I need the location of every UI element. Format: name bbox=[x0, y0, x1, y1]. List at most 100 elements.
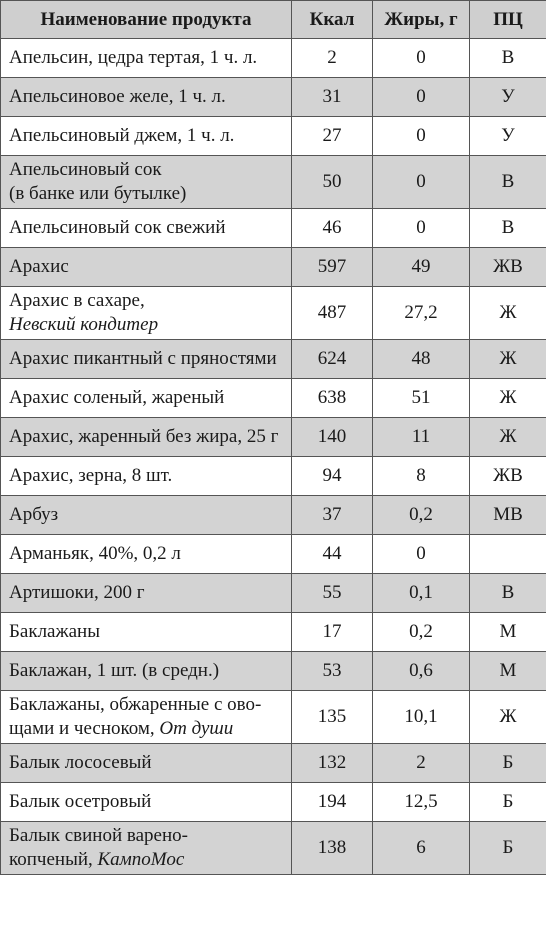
table-row: Баклажаны 17 0,2 М bbox=[0, 612, 546, 652]
kcal-value: 53 bbox=[291, 651, 373, 691]
fat-value: 0 bbox=[372, 208, 470, 248]
header-kcal: Ккал bbox=[291, 0, 373, 39]
fat-value: 0 bbox=[372, 38, 470, 78]
table-row: Арахис, зерна, 8 шт. 94 8 ЖВ bbox=[0, 456, 546, 496]
kcal-value: 17 bbox=[291, 612, 373, 652]
product-name: Арахис в сахаре, Невский кондитер bbox=[0, 286, 292, 340]
product-name-line1: Балык свиной варено- bbox=[9, 825, 188, 846]
pc-value: Ж bbox=[469, 286, 546, 340]
product-name: Арахис bbox=[0, 247, 292, 287]
table-row: Балык свиной варено-копченый, КампоМос 1… bbox=[0, 821, 546, 875]
table-row: Балык лососевый 132 2 Б bbox=[0, 743, 546, 783]
table-row: Арахис соленый, жареный 638 51 Ж bbox=[0, 378, 546, 418]
fat-value: 0 bbox=[372, 116, 470, 156]
product-name: Апельсиновый сок (в банке или бутылке) bbox=[0, 155, 292, 209]
table-row: Артишоки, 200 г 55 0,1 В bbox=[0, 573, 546, 613]
pc-value: У bbox=[469, 116, 546, 156]
product-name: Апельсиновое желе, 1 ч. л. bbox=[0, 77, 292, 117]
brand-name: КампоМос bbox=[97, 849, 185, 870]
fat-value: 48 bbox=[372, 339, 470, 379]
header-row: Наименование продукта Ккал Жиры, г ПЦ bbox=[0, 0, 546, 39]
product-name: Балык осетровый bbox=[0, 782, 292, 822]
product-name: Апельсин, цедра тертая, 1 ч. л. bbox=[0, 38, 292, 78]
fat-value: 0 bbox=[372, 77, 470, 117]
product-name: Балык свиной варено-копченый, КампоМос bbox=[0, 821, 292, 875]
product-name: Арманьяк, 40%, 0,2 л bbox=[0, 534, 292, 574]
table-row: Арахис пикантный с пряностями 624 48 Ж bbox=[0, 339, 546, 379]
fat-value: 8 bbox=[372, 456, 470, 496]
table-row: Баклажан, 1 шт. (в средн.) 53 0,6 М bbox=[0, 651, 546, 691]
fat-value: 2 bbox=[372, 743, 470, 783]
header-fat: Жиры, г bbox=[372, 0, 470, 39]
product-name: Апельсиновый джем, 1 ч. л. bbox=[0, 116, 292, 156]
kcal-value: 44 bbox=[291, 534, 373, 574]
pc-value: В bbox=[469, 208, 546, 248]
product-name: Арахис, зерна, 8 шт. bbox=[0, 456, 292, 496]
table-row: Апельсиновый сок свежий 46 0 В bbox=[0, 208, 546, 248]
pc-value: Б bbox=[469, 821, 546, 875]
product-name-line1: Баклажаны, обжаренные с ово- bbox=[9, 694, 262, 715]
pc-value: Б bbox=[469, 782, 546, 822]
kcal-value: 37 bbox=[291, 495, 373, 535]
brand-name: От души bbox=[159, 718, 234, 739]
table-row: Балык осетровый 194 12,5 Б bbox=[0, 782, 546, 822]
product-name: Арахис пикантный с пряностями bbox=[0, 339, 292, 379]
pc-value: Ж bbox=[469, 378, 546, 418]
product-name: Арахис соленый, жареный bbox=[0, 378, 292, 418]
product-name-line2: копченый, bbox=[9, 849, 93, 870]
kcal-value: 138 bbox=[291, 821, 373, 875]
fat-value: 27,2 bbox=[372, 286, 470, 340]
fat-value: 12,5 bbox=[372, 782, 470, 822]
pc-value: ЖВ bbox=[469, 456, 546, 496]
fat-value: 51 bbox=[372, 378, 470, 418]
kcal-value: 487 bbox=[291, 286, 373, 340]
product-name: Балык лососевый bbox=[0, 743, 292, 783]
product-name-line2: щами и чесноком, bbox=[9, 718, 155, 739]
fat-value: 0 bbox=[372, 155, 470, 209]
header-pc: ПЦ bbox=[469, 0, 546, 39]
table-row: Апельсиновое желе, 1 ч. л. 31 0 У bbox=[0, 77, 546, 117]
product-name-line1: Арахис в сахаре, bbox=[9, 290, 145, 311]
kcal-value: 50 bbox=[291, 155, 373, 209]
product-name: Апельсиновый сок свежий bbox=[0, 208, 292, 248]
pc-value: М bbox=[469, 651, 546, 691]
pc-value: Ж bbox=[469, 339, 546, 379]
kcal-value: 135 bbox=[291, 690, 373, 744]
product-name: Арбуз bbox=[0, 495, 292, 535]
kcal-value: 194 bbox=[291, 782, 373, 822]
pc-value bbox=[469, 534, 546, 574]
kcal-value: 55 bbox=[291, 573, 373, 613]
kcal-value: 94 bbox=[291, 456, 373, 496]
fat-value: 0,2 bbox=[372, 612, 470, 652]
product-name: Артишоки, 200 г bbox=[0, 573, 292, 613]
kcal-value: 2 bbox=[291, 38, 373, 78]
kcal-value: 46 bbox=[291, 208, 373, 248]
table-row: Арахис в сахаре, Невский кондитер 487 27,… bbox=[0, 286, 546, 340]
pc-value: В bbox=[469, 155, 546, 209]
fat-value: 6 bbox=[372, 821, 470, 875]
table-row: Баклажаны, обжаренные с ово-щами и чесно… bbox=[0, 690, 546, 744]
pc-value: ЖВ bbox=[469, 247, 546, 287]
pc-value: Б bbox=[469, 743, 546, 783]
fat-value: 0,1 bbox=[372, 573, 470, 613]
pc-value: М bbox=[469, 612, 546, 652]
kcal-value: 624 bbox=[291, 339, 373, 379]
product-name: Арахис, жаренный без жира, 25 г bbox=[0, 417, 292, 457]
kcal-value: 132 bbox=[291, 743, 373, 783]
fat-value: 10,1 bbox=[372, 690, 470, 744]
fat-value: 11 bbox=[372, 417, 470, 457]
kcal-value: 638 bbox=[291, 378, 373, 418]
table-row: Арманьяк, 40%, 0,2 л 44 0 bbox=[0, 534, 546, 574]
table-row: Апельсиновый джем, 1 ч. л. 27 0 У bbox=[0, 116, 546, 156]
table-row: Арбуз 37 0,2 МВ bbox=[0, 495, 546, 535]
pc-value: Ж bbox=[469, 690, 546, 744]
brand-name: Невский кондитер bbox=[9, 314, 159, 335]
table-row: Арахис 597 49 ЖВ bbox=[0, 247, 546, 287]
fat-value: 49 bbox=[372, 247, 470, 287]
product-name-line2: (в банке или бутылке) bbox=[9, 183, 187, 204]
kcal-value: 140 bbox=[291, 417, 373, 457]
kcal-value: 597 bbox=[291, 247, 373, 287]
fat-value: 0,6 bbox=[372, 651, 470, 691]
fat-value: 0 bbox=[372, 534, 470, 574]
pc-value: МВ bbox=[469, 495, 546, 535]
